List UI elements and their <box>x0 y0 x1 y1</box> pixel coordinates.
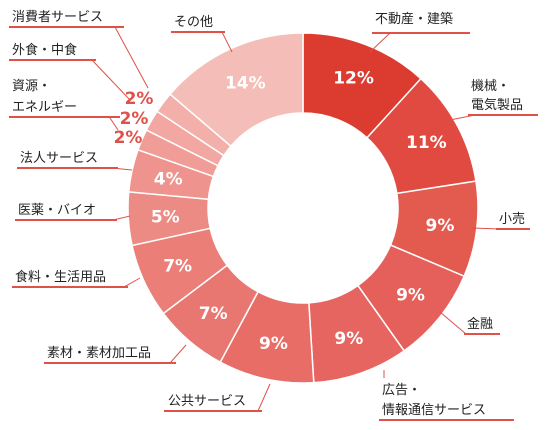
percent-label-1: 12% <box>333 68 374 88</box>
category-label-12: 外食・中食 <box>12 42 77 58</box>
category-label-4: 金融 <box>467 316 493 332</box>
category-label-2-line2: 電気製品 <box>471 97 523 113</box>
percent-label-8: 7% <box>163 257 192 277</box>
category-label-11-line1: 資源・ <box>12 79 51 94</box>
percent-label-10: 4% <box>154 169 183 189</box>
percent-label-5: 9% <box>334 329 363 349</box>
percent-label-2: 11% <box>406 133 447 153</box>
category-label-2-line1: 機械・ <box>471 79 510 94</box>
leader-lines <box>9 26 538 421</box>
percent-label-11: 2% <box>114 128 143 148</box>
category-label-9: 医薬・バイオ <box>18 203 96 218</box>
percent-label-13: 2% <box>125 89 154 109</box>
leader-line-7 <box>169 344 187 364</box>
category-label-7: 素材・素材加工品 <box>47 346 151 361</box>
leader-line-11 <box>109 117 119 131</box>
leader-line-13 <box>114 26 149 89</box>
percent-labels: 12%11%9%9%9%9%7%7%5%4%2%2%2%14% <box>114 68 455 353</box>
leader-line-8 <box>123 277 141 288</box>
leader-line-12 <box>91 59 131 101</box>
leader-line-4 <box>439 311 467 335</box>
category-label-5-line2: 情報通信サービス <box>382 403 486 418</box>
percent-label-3: 9% <box>426 216 455 236</box>
percent-label-12: 2% <box>120 109 149 129</box>
category-label-10: 法人サービス <box>20 151 98 166</box>
category-label-3: 小売 <box>499 211 525 227</box>
category-label-6: 公共サービス <box>168 394 246 409</box>
slices <box>127 32 479 384</box>
percent-label-4: 9% <box>396 286 425 306</box>
percent-label-14: 14% <box>225 74 266 94</box>
leader-line-1 <box>369 32 391 53</box>
category-label-8: 食料・生活用品 <box>15 269 106 285</box>
percent-label-6: 9% <box>259 334 288 354</box>
category-label-11-line2: エネルギー <box>12 100 77 115</box>
percent-label-9: 5% <box>151 207 180 227</box>
percent-label-7: 7% <box>199 304 228 324</box>
leader-line-3 <box>471 227 501 230</box>
leader-line-6 <box>257 383 271 412</box>
slice-14 <box>169 32 304 148</box>
category-label-5-line1: 広告・ <box>382 383 421 398</box>
category-label-13: 消費者サービス <box>12 10 103 25</box>
leader-line-14 <box>221 31 233 53</box>
category-label-1: 不動産・建築 <box>375 11 453 27</box>
category-label-14: その他 <box>174 15 213 30</box>
leader-line-10 <box>111 167 133 171</box>
leader-line-2 <box>449 114 476 121</box>
leader-line-9 <box>112 215 131 221</box>
